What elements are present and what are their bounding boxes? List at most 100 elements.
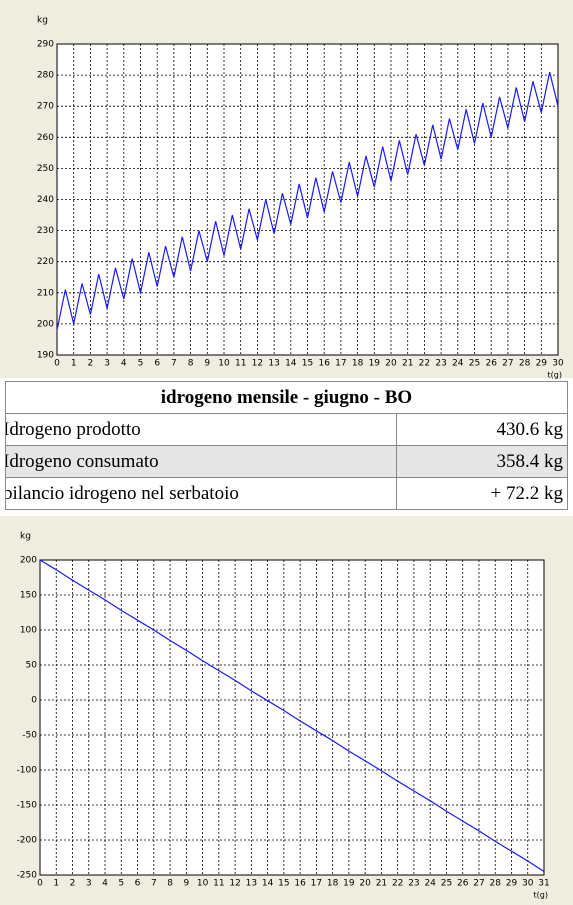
x-tick-label: 28 (489, 879, 501, 889)
x-tick-label: 13 (268, 359, 279, 369)
y-tick-label: 270 (37, 102, 54, 112)
x-tick-label: 3 (86, 879, 92, 889)
x-tick-label: 7 (171, 359, 177, 369)
x-tick-label: 1 (71, 359, 77, 369)
y-tick-label: 230 (37, 226, 54, 236)
x-tick-label: 13 (246, 879, 257, 889)
x-tick-label: 25 (441, 879, 452, 889)
y-tick-label: 210 (37, 288, 54, 298)
x-tick-label: 21 (402, 359, 413, 369)
x-tick-label: 8 (167, 879, 173, 889)
x-tick-label: 10 (197, 879, 209, 889)
y-axis-label: kg (37, 16, 48, 26)
x-tick-label: 5 (138, 359, 144, 369)
x-tick-label: 11 (235, 359, 246, 369)
x-tick-label: 22 (419, 359, 430, 369)
y-tick-label: 290 (37, 40, 54, 50)
x-tick-label: 12 (252, 359, 263, 369)
x-tick-label: 26 (457, 879, 469, 889)
x-tick-label: 29 (536, 359, 548, 369)
data-line (56, 71, 559, 331)
x-tick-label: 15 (278, 879, 289, 889)
y-tick-label: -200 (17, 836, 38, 846)
y-tick-label: 240 (37, 195, 54, 205)
x-tick-label: 30 (552, 359, 564, 369)
x-tick-label: 22 (392, 879, 403, 889)
x-tick-label: 6 (154, 359, 160, 369)
y-tick-label: 100 (20, 626, 37, 636)
y-tick-label: 190 (37, 351, 54, 361)
x-tick-label: 11 (213, 879, 224, 889)
x-tick-label: 18 (327, 879, 339, 889)
x-tick-label: 12 (229, 879, 240, 889)
x-tick-label: 4 (121, 359, 127, 369)
table-title: idrogeno mensile - giugno - BO (5, 381, 568, 414)
y-tick-label: 200 (20, 556, 37, 566)
x-tick-label: 3 (104, 359, 110, 369)
x-tick-label: 19 (369, 359, 381, 369)
x-axis-label: t(g) (548, 371, 562, 380)
x-tick-label: 20 (385, 359, 397, 369)
summary-table: idrogeno mensile - giugno - BO Idrogeno … (5, 381, 568, 510)
y-axis-label: kg (20, 532, 31, 542)
x-tick-label: 2 (88, 359, 94, 369)
x-tick-label: 19 (343, 879, 355, 889)
x-tick-label: 23 (408, 879, 419, 889)
x-tick-label: 17 (335, 359, 346, 369)
row-label: Idrogeno prodotto (5, 413, 397, 446)
row-value: + 72.2 kg (396, 477, 568, 510)
x-tick-label: 23 (435, 359, 446, 369)
x-tick-label: 7 (151, 879, 157, 889)
row-label: Idrogeno consumato (5, 445, 397, 478)
y-tick-label: -250 (17, 871, 38, 881)
x-tick-label: 27 (502, 359, 513, 369)
x-tick-label: 18 (352, 359, 364, 369)
x-tick-label: 5 (118, 879, 124, 889)
x-tick-label: 6 (135, 879, 141, 889)
x-tick-label: 31 (538, 879, 549, 889)
y-tick-label: -100 (17, 766, 38, 776)
y-tick-label: -150 (17, 801, 38, 811)
x-tick-label: 24 (452, 359, 464, 369)
x-tick-label: 9 (183, 879, 189, 889)
x-tick-label: 2 (70, 879, 76, 889)
row-value: 430.6 kg (396, 413, 568, 446)
x-tick-label: 14 (285, 359, 297, 369)
y-tick-label: 250 (37, 164, 54, 174)
x-tick-label: 24 (424, 879, 436, 889)
row-label: bilancio idrogeno nel serbatoio (5, 477, 397, 510)
x-tick-label: 0 (54, 359, 60, 369)
y-tick-label: -50 (22, 731, 37, 741)
y-tick-label: 50 (26, 661, 38, 671)
x-tick-label: 15 (302, 359, 313, 369)
y-tick-label: 280 (37, 71, 54, 81)
x-tick-label: 16 (294, 879, 306, 889)
x-tick-label: 16 (318, 359, 330, 369)
y-tick-label: 260 (37, 133, 54, 143)
x-tick-label: 9 (204, 359, 210, 369)
x-tick-label: 30 (522, 879, 534, 889)
x-tick-label: 1 (53, 879, 59, 889)
x-tick-label: 17 (311, 879, 322, 889)
x-tick-label: 27 (473, 879, 484, 889)
y-tick-label: 220 (37, 257, 54, 267)
y-tick-label: 200 (37, 319, 54, 329)
x-tick-label: 10 (218, 359, 230, 369)
x-tick-label: 4 (102, 879, 108, 889)
x-tick-label: 25 (469, 359, 480, 369)
x-tick-label: 26 (485, 359, 497, 369)
x-axis-label: t(g) (534, 891, 548, 900)
x-tick-label: 28 (519, 359, 531, 369)
data-line (39, 559, 545, 873)
row-value: 358.4 kg (396, 445, 568, 478)
x-tick-label: 21 (376, 879, 387, 889)
y-tick-label: 0 (31, 696, 37, 706)
x-tick-label: 8 (188, 359, 194, 369)
x-tick-label: 0 (37, 879, 43, 889)
x-tick-label: 29 (506, 879, 518, 889)
x-tick-label: 20 (359, 879, 371, 889)
y-tick-label: 150 (20, 591, 37, 601)
x-tick-label: 14 (262, 879, 274, 889)
